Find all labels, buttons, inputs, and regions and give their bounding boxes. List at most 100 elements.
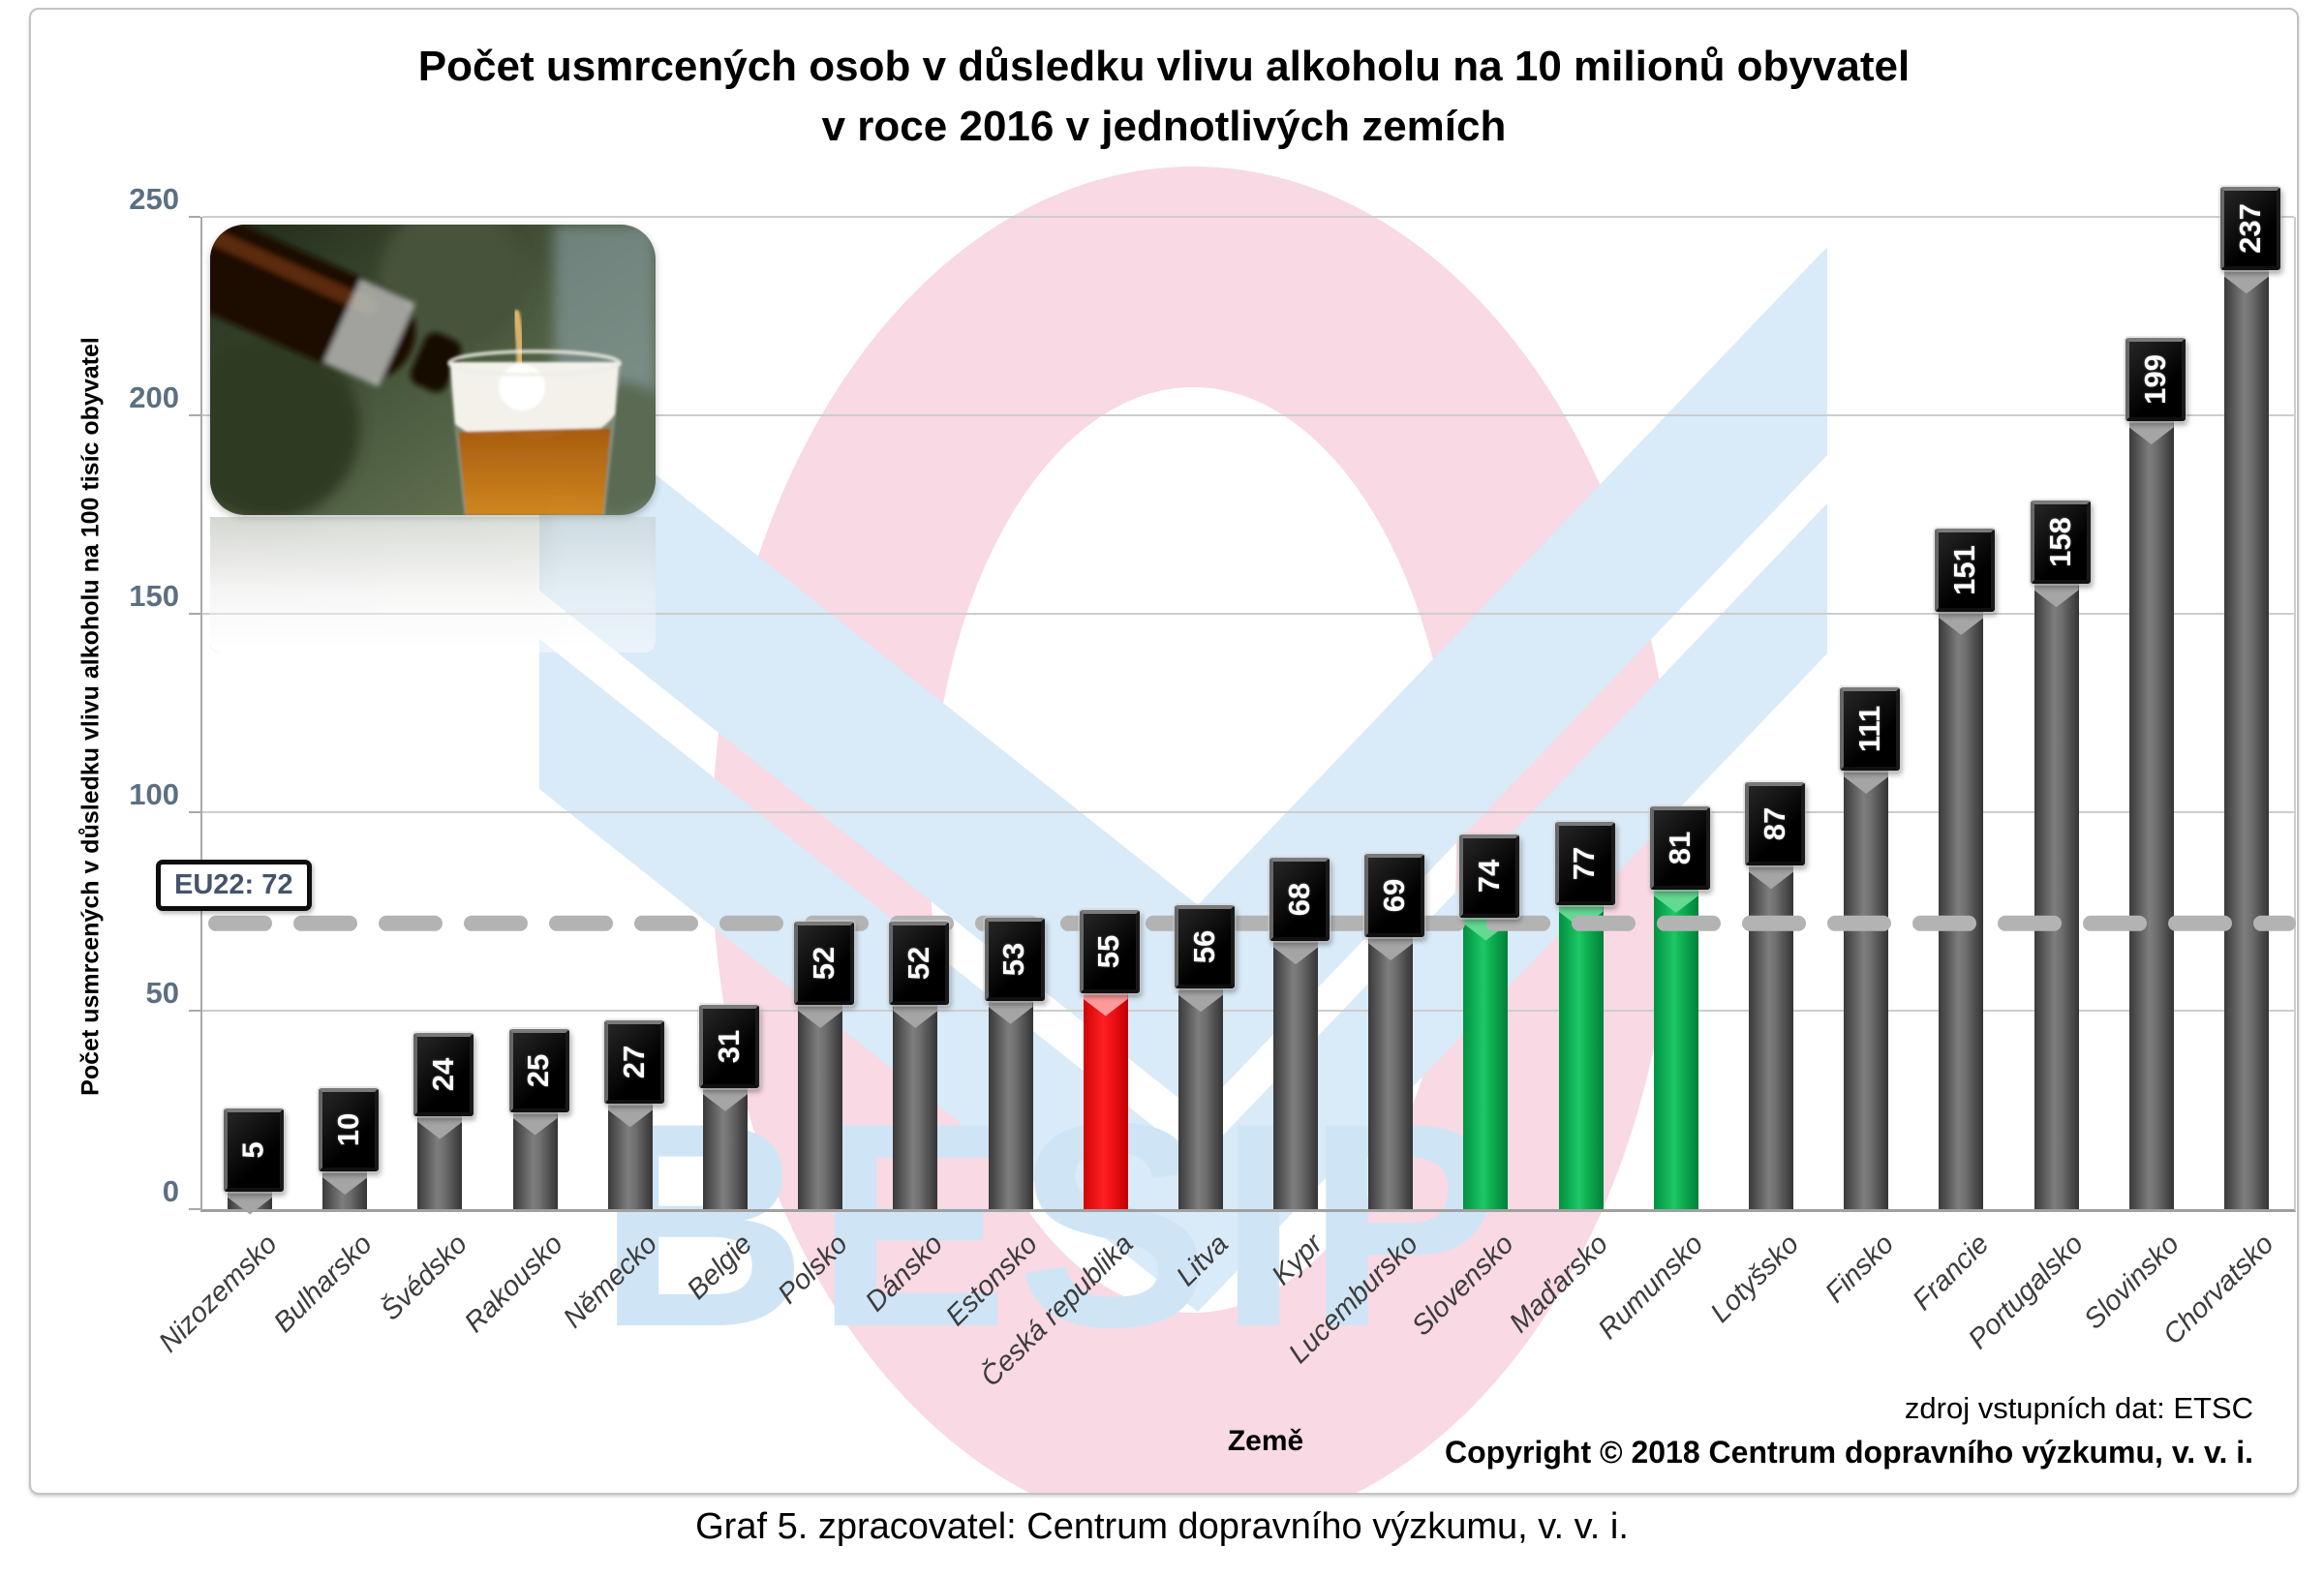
bar-slovensko bbox=[1463, 915, 1509, 1209]
bar-francie bbox=[1939, 609, 1984, 1209]
bar-belgie bbox=[703, 1085, 748, 1209]
bar-top-highlight bbox=[1368, 935, 1414, 961]
bar-value-label: 69 bbox=[1364, 854, 1425, 938]
x-axis-label: Finsko bbox=[1819, 1228, 1900, 1310]
y-tick-label-150: 150 bbox=[129, 579, 179, 613]
bar-value-text: 81 bbox=[1662, 831, 1697, 865]
x-axis-label: Nizozemsko bbox=[153, 1228, 284, 1359]
x-axis-label: Francie bbox=[1906, 1228, 1996, 1318]
y-tick-mark-250 bbox=[189, 216, 200, 218]
bar-value-label: 237 bbox=[2219, 187, 2280, 271]
bar-litva bbox=[1177, 986, 1223, 1209]
bar-d-nsko bbox=[893, 1002, 938, 1209]
bar-value-label: 151 bbox=[1935, 528, 1996, 612]
bar-value-label: 74 bbox=[1459, 834, 1520, 918]
bar-top-highlight bbox=[893, 1002, 938, 1028]
bar-polsko bbox=[798, 1002, 843, 1209]
bar-top-highlight bbox=[2223, 268, 2269, 294]
bar-top-highlight bbox=[798, 1002, 843, 1028]
bar--v-dsko bbox=[417, 1113, 463, 1209]
bar-top-highlight bbox=[322, 1169, 368, 1195]
beer-photo-reflection bbox=[210, 517, 656, 652]
y-tick-label-250: 250 bbox=[129, 182, 179, 216]
bar-n-mecko bbox=[607, 1102, 653, 1209]
x-axis-label: Belgie bbox=[681, 1228, 759, 1306]
y-tick-mark-150 bbox=[189, 613, 200, 615]
y-tick-label-0: 0 bbox=[162, 1174, 179, 1208]
bar-value-label: 56 bbox=[1174, 905, 1235, 989]
bar-value-label: 68 bbox=[1269, 858, 1330, 942]
bar-bulharsko bbox=[322, 1169, 368, 1209]
y-tick-mark-50 bbox=[189, 1010, 200, 1012]
x-axis-label: Bulharsko bbox=[268, 1228, 379, 1339]
gridline-250 bbox=[202, 216, 2294, 218]
chart-figure: BESIP Počet usmrcených osob v důsledku v… bbox=[29, 8, 2299, 1495]
bar-nizozemsko bbox=[228, 1189, 273, 1215]
bar-estonsko bbox=[988, 998, 1033, 1209]
bar-value-text: 151 bbox=[1947, 545, 1982, 595]
eu-average-label: EU22: 72 bbox=[156, 859, 312, 911]
bar-top-highlight bbox=[988, 998, 1033, 1024]
bar-top-highlight bbox=[1463, 915, 1509, 941]
bar--esk-republika bbox=[1083, 990, 1128, 1209]
x-axis-title: Země bbox=[1227, 1425, 1304, 1457]
bar-value-text: 10 bbox=[331, 1112, 366, 1147]
bar-value-label: 25 bbox=[508, 1028, 569, 1112]
x-axis-label: Litva bbox=[1170, 1228, 1235, 1292]
y-axis-title: Počet usmrcených v důsledku vlivu alkoho… bbox=[76, 337, 105, 1096]
bar-value-text: 24 bbox=[426, 1057, 461, 1091]
x-axis-label: Slovensko bbox=[1405, 1228, 1520, 1343]
chart-title-line2: v roce 2016 v jednotlivých zemích bbox=[821, 103, 1507, 150]
x-axis-label: Dánsko bbox=[859, 1228, 950, 1319]
bar-slovinsko bbox=[2128, 419, 2174, 1209]
bar-value-text: 77 bbox=[1567, 847, 1602, 881]
bar-rumunsko bbox=[1653, 887, 1698, 1209]
bar-value-text: 31 bbox=[711, 1029, 746, 1064]
figure-caption: Graf 5. zpracovatel: Centrum dopravního … bbox=[695, 1506, 1629, 1547]
bar-value-text: 237 bbox=[2232, 203, 2267, 255]
bar-value-label: 199 bbox=[2125, 338, 2186, 422]
x-axis-label: Polsko bbox=[772, 1228, 854, 1311]
bar-loty-sko bbox=[1749, 864, 1793, 1209]
bar-value-label: 24 bbox=[413, 1032, 474, 1116]
bar-chorvatsko bbox=[2223, 268, 2269, 1209]
photo-beer-bottle bbox=[210, 225, 462, 393]
bar-value-text: 5 bbox=[236, 1140, 271, 1159]
bar-value-label: 10 bbox=[319, 1088, 380, 1171]
y-tick-mark-200 bbox=[189, 414, 200, 416]
bar-value-label: 53 bbox=[984, 917, 1045, 1001]
bar-ma-arsko bbox=[1558, 903, 1604, 1209]
x-axis-label: Německo bbox=[558, 1228, 664, 1335]
bar-value-label: 31 bbox=[699, 1004, 759, 1088]
x-axis-label: Rakousko bbox=[458, 1228, 569, 1339]
bar-lucembursko bbox=[1368, 935, 1414, 1209]
bar-value-label: 77 bbox=[1554, 822, 1615, 906]
bar-top-highlight bbox=[2034, 582, 2079, 608]
bar-value-text: 52 bbox=[807, 946, 841, 981]
bar-top-highlight bbox=[1653, 887, 1698, 913]
bar-value-text: 111 bbox=[1852, 705, 1887, 753]
bar-top-highlight bbox=[1749, 864, 1793, 890]
bar-value-label: 52 bbox=[794, 921, 855, 1005]
chart-title-line1: Počet usmrcených osob v důsledku vlivu a… bbox=[417, 43, 1911, 90]
bar-value-text: 74 bbox=[1472, 859, 1507, 893]
bar-top-highlight bbox=[607, 1102, 653, 1128]
y-tick-label-200: 200 bbox=[129, 380, 179, 414]
beer-photo bbox=[210, 225, 656, 515]
bar-value-text: 53 bbox=[996, 942, 1031, 976]
bar-value-text: 68 bbox=[1282, 882, 1317, 917]
bar-rakousko bbox=[512, 1109, 558, 1209]
bar-top-highlight bbox=[1844, 768, 1889, 794]
bar-top-highlight bbox=[228, 1189, 273, 1215]
bar-value-label: 52 bbox=[889, 921, 950, 1005]
bar-top-highlight bbox=[1177, 986, 1223, 1013]
bar-value-text: 56 bbox=[1186, 930, 1221, 964]
y-tick-label-100: 100 bbox=[129, 777, 179, 811]
bar-value-text: 158 bbox=[2042, 517, 2077, 568]
bar-value-label: 111 bbox=[1840, 686, 1901, 771]
photo-beer-glass bbox=[447, 349, 622, 515]
bar-value-text: 69 bbox=[1377, 878, 1412, 913]
bar-top-highlight bbox=[512, 1109, 558, 1136]
bar-value-text: 87 bbox=[1757, 807, 1791, 841]
bar-value-text: 52 bbox=[902, 946, 936, 981]
